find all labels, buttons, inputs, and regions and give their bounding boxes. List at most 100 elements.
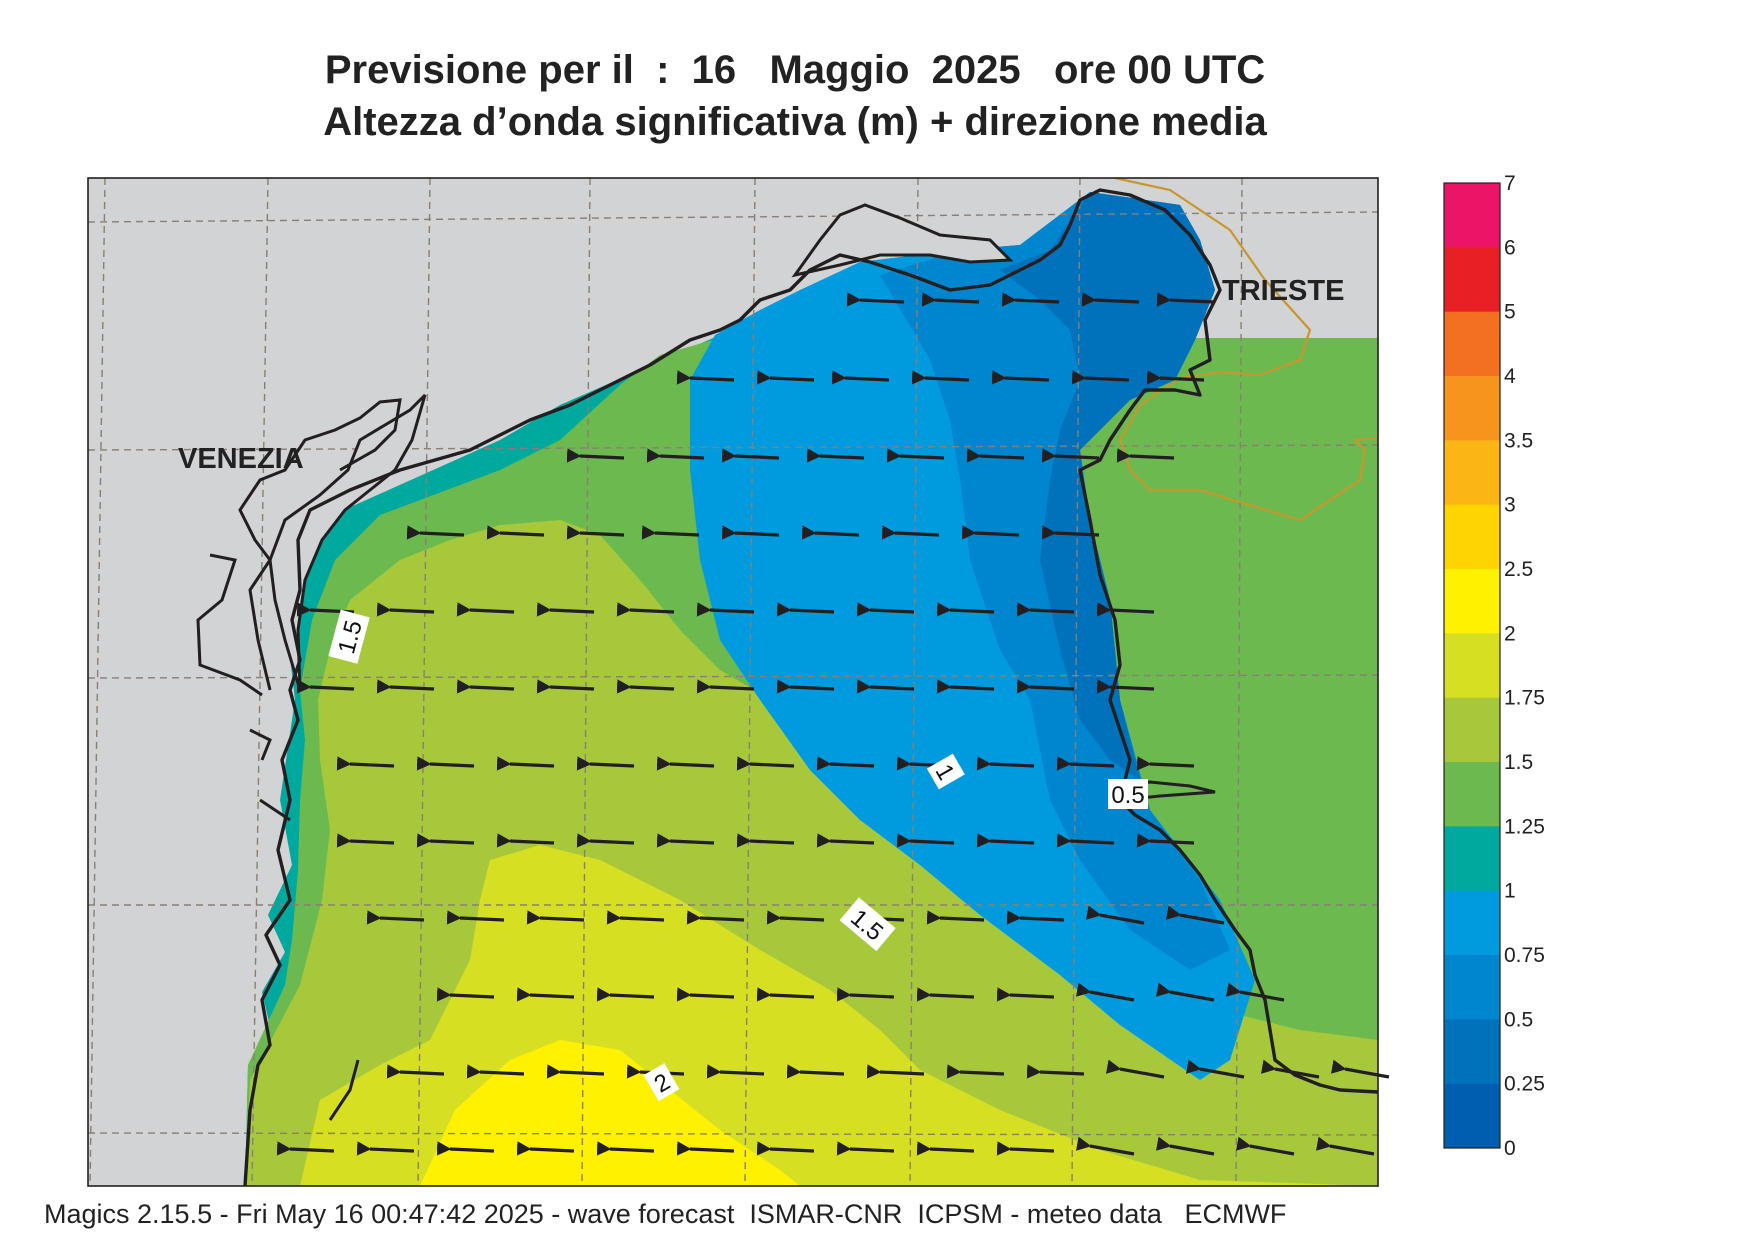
wave-direction-arrow: [936, 602, 995, 617]
colorbar-swatch: [1444, 1019, 1500, 1085]
wave-direction-arrow: [1155, 1136, 1215, 1156]
colorbar-swatch: [1444, 890, 1500, 956]
wave-direction-arrow: [536, 679, 595, 694]
colorbar-tick-label: 0.25: [1504, 1073, 1545, 1096]
colorbar-swatch: [1444, 247, 1500, 313]
colorbar-swatch: [1444, 569, 1500, 634]
wave-direction-arrow: [856, 602, 915, 617]
wave-direction-arrow: [566, 525, 625, 540]
wave-direction-arrow: [966, 448, 1025, 463]
wave-direction-arrow: [616, 679, 675, 694]
wave-direction-arrow: [721, 448, 780, 463]
wave-direction-arrow: [676, 370, 735, 385]
wave-direction-arrow: [1156, 292, 1215, 307]
wave-direction-arrow: [1075, 1136, 1135, 1156]
wave-direction-arrow: [416, 833, 475, 848]
colorbar-swatch: [1444, 762, 1500, 827]
wave-direction-arrow: [846, 292, 905, 307]
wave-direction-arrow: [786, 1064, 845, 1079]
colorbar-swatch: [1444, 955, 1500, 1020]
lat-lon-grid: [88, 178, 1378, 1186]
wave-direction-arrow: [496, 756, 555, 771]
city-label-venezia: VENEZIA: [178, 443, 304, 475]
wave-direction-arrow: [676, 1141, 735, 1156]
svg-text:0.5: 0.5: [1111, 782, 1144, 809]
wave-direction-arrow: [1001, 292, 1060, 307]
map-area: [88, 178, 1378, 1186]
wave-direction-arrow: [1260, 1059, 1320, 1079]
wave-direction-arrow: [416, 756, 475, 771]
wave-direction-arrow: [736, 833, 795, 848]
wave-direction-arrow: [756, 1141, 815, 1156]
colorbar-tick-label: 2: [1504, 622, 1516, 645]
wave-direction-arrow: [1016, 679, 1075, 694]
wave-direction-arrow: [376, 679, 435, 694]
wave-direction-arrow: [1330, 1059, 1390, 1079]
wave-direction-arrow: [856, 679, 915, 694]
wave-direction-arrow: [776, 679, 835, 694]
colorbar-tick-label: 0.5: [1504, 1008, 1533, 1031]
wave-direction-arrow: [686, 910, 745, 925]
lagoon-interior-coast: [196, 398, 402, 1121]
city-label-trieste: TRIESTE: [1222, 275, 1344, 307]
wave-direction-arrow: [456, 679, 515, 694]
colorbar-tick-label: 0: [1504, 1137, 1516, 1160]
wave-direction-arrow: [456, 602, 515, 617]
wave-direction-arrow: [516, 987, 575, 1002]
footer-credits: Magics 2.15.5 - Fri May 16 00:47:42 2025…: [44, 1199, 1287, 1229]
wave-direction-arrow: [881, 525, 940, 540]
wave-direction-arrow: [736, 756, 795, 771]
wave-direction-arrow: [816, 756, 875, 771]
map-title-line-1: Previsione per il : 16 Maggio 2025 ore 0…: [324, 48, 1266, 92]
wave-direction-arrow: [896, 833, 955, 848]
wave-direction-arrow: [656, 833, 715, 848]
sea-band-0.25-0.5: [1000, 192, 1215, 780]
wave-direction-arrow: [656, 756, 715, 771]
colorbar-tick-label: 1: [1504, 880, 1516, 903]
wave-direction-arrow: [646, 448, 705, 463]
wave-direction-arrow: [296, 679, 355, 694]
wave-direction-arrow: [1136, 756, 1195, 771]
wave-direction-arrow: [1096, 602, 1155, 617]
wave-direction-arrow: [516, 1141, 575, 1156]
colorbar-tick-label: 3.5: [1504, 429, 1533, 452]
wave-direction-arrow: [836, 987, 895, 1002]
wave-direction-arrow: [1006, 910, 1065, 925]
wave-direction-arrow: [406, 525, 465, 540]
wave-direction-arrow: [721, 525, 780, 540]
map-frame: [87, 177, 1379, 1187]
wave-direction-arrow: [496, 833, 555, 848]
wave-direction-arrow: [276, 1141, 335, 1156]
colorbar-tick-label: 7: [1504, 172, 1516, 195]
wave-direction-arrow: [976, 833, 1035, 848]
wave-direction-arrow: [1016, 602, 1075, 617]
wave-direction-arrow: [596, 1141, 655, 1156]
wave-direction-arrow: [946, 1064, 1005, 1079]
colorbar-tick-label: 1.5: [1504, 751, 1533, 774]
wave-direction-arrow: [606, 910, 665, 925]
wave-direction-arrow: [486, 525, 545, 540]
wave-direction-arrow: [911, 370, 970, 385]
wave-direction-arrow: [676, 987, 735, 1002]
wave-direction-arrow: [596, 987, 655, 1002]
wave-direction-arrows: [276, 292, 1390, 1156]
wave-direction-arrow: [916, 1141, 975, 1156]
colorbar-swatch: [1444, 1083, 1500, 1149]
wave-direction-arrow: [961, 525, 1020, 540]
colorbar-swatch: [1444, 183, 1500, 248]
wave-direction-arrow: [756, 987, 815, 1002]
wave-direction-arrow: [996, 1141, 1055, 1156]
wave-direction-arrow: [801, 525, 860, 540]
contour-label-group: 1.5 1 0.5 1.5 2: [328, 609, 1148, 1102]
wave-direction-arrow: [776, 602, 835, 617]
wave-direction-arrow: [806, 448, 865, 463]
colorbar-tick-label: 2.5: [1504, 558, 1533, 581]
wave-direction-arrow: [696, 602, 755, 617]
colorbar-tick-label: 5: [1504, 301, 1516, 324]
contour-label-1.5-west: 1.5: [328, 609, 370, 664]
map-title-line-2: Altezza d’onda significativa (m) + direz…: [323, 100, 1267, 144]
wave-direction-arrow: [831, 370, 890, 385]
wave-direction-arrow: [816, 833, 875, 848]
colorbar-swatch: [1444, 311, 1500, 377]
